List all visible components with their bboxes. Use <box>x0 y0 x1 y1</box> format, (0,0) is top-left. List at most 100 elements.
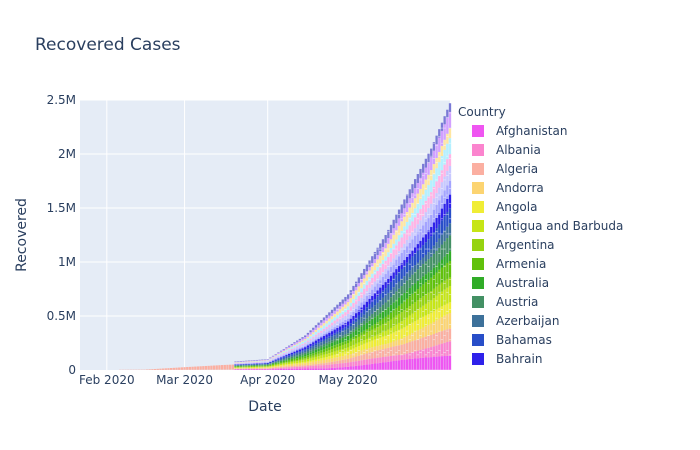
date-bar[interactable] <box>341 299 344 371</box>
date-bar[interactable] <box>167 368 170 370</box>
bar-segment[interactable] <box>400 204 403 214</box>
bar-segment[interactable] <box>279 367 283 368</box>
bar-segment[interactable] <box>341 337 344 343</box>
bar-segment[interactable] <box>448 223 452 236</box>
bar-segment[interactable] <box>306 341 310 345</box>
bar-segment[interactable] <box>346 306 350 311</box>
date-bar[interactable] <box>296 340 299 370</box>
legend-swatch[interactable] <box>472 258 484 270</box>
bar-segment[interactable] <box>392 332 395 342</box>
bar-segment[interactable] <box>443 124 446 140</box>
bar-segment[interactable] <box>301 353 304 356</box>
bar-segment[interactable] <box>427 314 430 325</box>
bar-segment[interactable] <box>320 327 323 331</box>
bar-segment[interactable] <box>419 247 422 261</box>
bar-segment[interactable] <box>443 280 446 290</box>
bar-segment[interactable] <box>400 344 403 355</box>
bar-segment[interactable] <box>355 356 358 362</box>
bar-segment[interactable] <box>312 351 315 354</box>
bar-segment[interactable] <box>416 269 419 281</box>
bar-segment[interactable] <box>253 365 256 367</box>
bar-segment[interactable] <box>344 319 347 324</box>
bar-segment[interactable] <box>269 361 272 362</box>
bar-segment[interactable] <box>320 347 323 351</box>
date-bar[interactable] <box>400 204 403 371</box>
bar-segment[interactable] <box>360 326 363 333</box>
bar-segment[interactable] <box>440 282 444 292</box>
bar-segment[interactable] <box>405 203 409 213</box>
bar-segment[interactable] <box>403 243 406 250</box>
bar-segment[interactable] <box>440 155 444 171</box>
bar-segment[interactable] <box>312 327 315 330</box>
bar-segment[interactable] <box>363 304 366 311</box>
bar-segment[interactable] <box>344 312 347 316</box>
bar-segment[interactable] <box>371 347 374 352</box>
bar-segment[interactable] <box>269 362 272 364</box>
bar-segment[interactable] <box>258 364 261 366</box>
bar-segment[interactable] <box>435 168 438 182</box>
bar-segment[interactable] <box>269 358 272 360</box>
bar-segment[interactable] <box>349 362 352 367</box>
bar-segment[interactable] <box>440 317 444 332</box>
bar-segment[interactable] <box>387 229 390 239</box>
bar-segment[interactable] <box>274 363 277 365</box>
date-bar[interactable] <box>220 365 224 370</box>
bar-segment[interactable] <box>376 259 379 267</box>
bar-segment[interactable] <box>277 360 280 362</box>
bar-segment[interactable] <box>263 360 267 362</box>
bar-segment[interactable] <box>218 365 221 370</box>
bar-segment[interactable] <box>365 264 369 272</box>
bar-segment[interactable] <box>341 335 344 338</box>
bar-segment[interactable] <box>376 290 379 297</box>
bar-segment[interactable] <box>282 364 285 366</box>
bar-segment[interactable] <box>306 364 310 367</box>
bar-segment[interactable] <box>188 366 192 370</box>
date-bar[interactable] <box>355 281 358 371</box>
bar-segment[interactable] <box>403 233 406 244</box>
bar-segment[interactable] <box>344 296 347 302</box>
bar-segment[interactable] <box>304 347 307 350</box>
bar-segment[interactable] <box>397 345 401 356</box>
date-bar[interactable] <box>207 365 210 370</box>
bar-segment[interactable] <box>325 339 328 343</box>
bar-segment[interactable] <box>427 230 430 240</box>
bar-segment[interactable] <box>271 360 275 362</box>
bar-segment[interactable] <box>282 351 285 352</box>
bar-segment[interactable] <box>293 356 296 358</box>
bar-segment[interactable] <box>314 349 318 353</box>
date-bar[interactable] <box>349 290 352 371</box>
date-bar[interactable] <box>298 338 302 370</box>
bar-segment[interactable] <box>373 358 377 364</box>
bar-segment[interactable] <box>266 369 269 370</box>
bar-segment[interactable] <box>427 218 430 231</box>
bar-segment[interactable] <box>381 297 385 305</box>
bar-segment[interactable] <box>333 329 336 334</box>
bar-segment[interactable] <box>271 369 275 370</box>
bar-segment[interactable] <box>403 208 406 217</box>
bar-segment[interactable] <box>432 142 436 151</box>
bar-segment[interactable] <box>269 368 272 369</box>
bar-segment[interactable] <box>392 302 395 311</box>
bar-segment[interactable] <box>448 138 452 155</box>
bar-segment[interactable] <box>430 335 433 348</box>
date-bar[interactable] <box>325 314 328 370</box>
bar-segment[interactable] <box>384 330 387 336</box>
bar-segment[interactable] <box>309 364 312 366</box>
bar-segment[interactable] <box>443 289 446 305</box>
bar-segment[interactable] <box>371 325 374 330</box>
bar-segment[interactable] <box>349 294 352 299</box>
bar-segment[interactable] <box>392 219 395 229</box>
bar-segment[interactable] <box>290 361 293 362</box>
date-bar[interactable] <box>223 364 226 370</box>
bar-segment[interactable] <box>355 318 358 322</box>
bar-segment[interactable] <box>247 362 251 363</box>
bar-segment[interactable] <box>293 358 296 361</box>
bar-segment[interactable] <box>446 355 449 370</box>
bar-segment[interactable] <box>438 269 441 285</box>
bar-segment[interactable] <box>440 343 444 357</box>
bar-segment[interactable] <box>258 369 261 370</box>
bar-segment[interactable] <box>325 364 328 369</box>
bar-segment[interactable] <box>349 354 352 359</box>
bar-segment[interactable] <box>379 300 382 308</box>
bar-segment[interactable] <box>202 366 205 370</box>
